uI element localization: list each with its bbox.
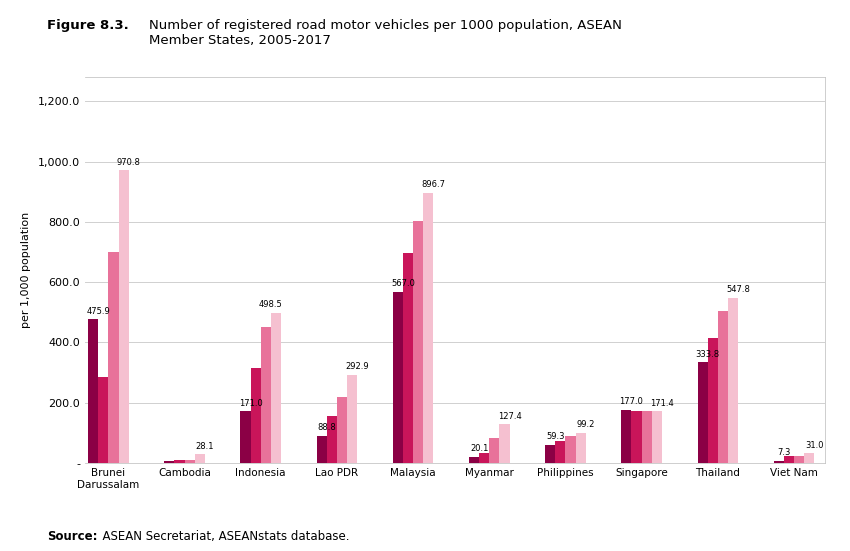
Text: 292.9: 292.9 <box>345 362 369 371</box>
Bar <box>195 455 205 463</box>
Text: 7.3: 7.3 <box>777 448 790 457</box>
Bar <box>403 253 413 463</box>
Bar <box>347 375 357 463</box>
Bar <box>565 436 575 463</box>
Text: 31.0: 31.0 <box>805 441 824 450</box>
Text: 333.8: 333.8 <box>695 350 720 359</box>
Text: 127.4: 127.4 <box>498 412 522 421</box>
Bar <box>708 338 718 463</box>
Bar <box>241 411 251 463</box>
Bar <box>698 362 708 463</box>
Bar <box>413 221 423 463</box>
Text: 20.1: 20.1 <box>470 444 488 453</box>
Bar <box>184 460 195 463</box>
Bar <box>728 298 738 463</box>
Bar <box>251 368 261 463</box>
Bar <box>337 397 347 463</box>
Bar <box>99 377 108 463</box>
Bar <box>718 311 728 463</box>
Text: ASEAN Secretariat, ASEANstats database.: ASEAN Secretariat, ASEANstats database. <box>95 530 349 543</box>
Text: 567.0: 567.0 <box>391 279 415 288</box>
Bar <box>774 461 784 463</box>
Bar <box>632 411 642 463</box>
Bar <box>164 461 174 463</box>
Text: 171.0: 171.0 <box>239 399 263 408</box>
Bar <box>271 312 281 463</box>
Text: 28.1: 28.1 <box>196 442 214 451</box>
Text: 177.0: 177.0 <box>620 397 643 406</box>
Bar <box>118 170 128 463</box>
Legend: 2005, 2010, 2014, 2017: 2005, 2010, 2014, 2017 <box>354 548 556 551</box>
Text: 475.9: 475.9 <box>87 307 110 316</box>
Bar <box>88 320 99 463</box>
Text: 547.8: 547.8 <box>726 285 750 294</box>
Bar <box>794 456 804 463</box>
Bar <box>500 424 510 463</box>
Bar <box>642 411 652 463</box>
Text: 171.4: 171.4 <box>650 398 674 408</box>
Text: Source:: Source: <box>47 530 97 543</box>
Text: 88.8: 88.8 <box>317 424 336 433</box>
Bar <box>545 445 555 463</box>
Y-axis label: per 1,000 population: per 1,000 population <box>21 212 31 328</box>
Bar <box>621 409 632 463</box>
Text: 970.8: 970.8 <box>116 158 140 167</box>
Bar <box>479 453 490 463</box>
Text: Number of registered road motor vehicles per 1000 population, ASEAN
Member State: Number of registered road motor vehicles… <box>149 19 621 47</box>
Bar <box>490 438 500 463</box>
Bar <box>108 252 118 463</box>
Text: 498.5: 498.5 <box>259 300 283 309</box>
Bar <box>469 457 479 463</box>
Bar <box>555 441 565 463</box>
Bar <box>575 433 586 463</box>
Text: 896.7: 896.7 <box>422 180 445 189</box>
Text: 59.3: 59.3 <box>546 433 564 441</box>
Text: Figure 8.3.: Figure 8.3. <box>47 19 128 33</box>
Bar <box>316 436 326 463</box>
Bar <box>174 461 184 463</box>
Text: 99.2: 99.2 <box>576 420 595 429</box>
Bar <box>261 327 271 463</box>
Bar <box>326 416 337 463</box>
Bar <box>784 456 794 463</box>
Bar <box>652 411 662 463</box>
Bar <box>804 453 814 463</box>
Bar <box>393 292 403 463</box>
Bar <box>423 193 434 463</box>
